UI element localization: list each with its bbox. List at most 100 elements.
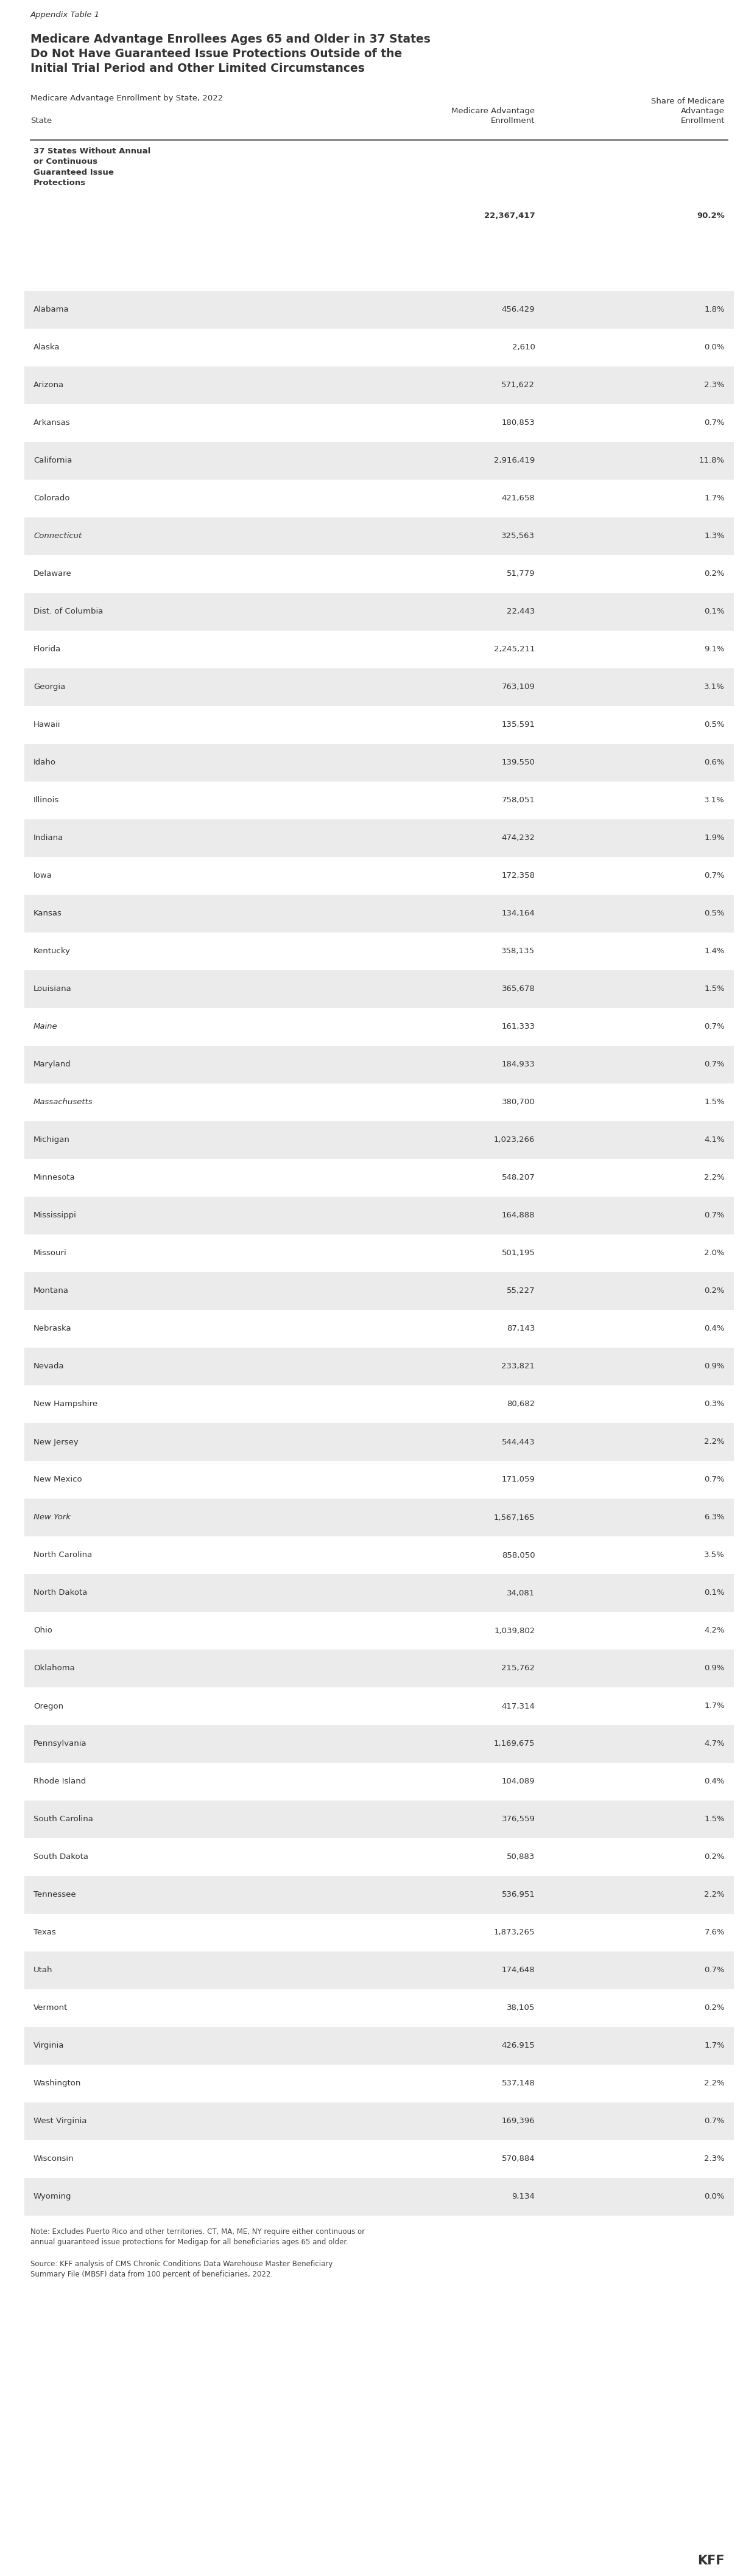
Text: 0.4%: 0.4% (704, 1777, 724, 1785)
Bar (25, 858, 734, 894)
Text: 0.2%: 0.2% (704, 569, 724, 577)
Bar (25, 1687, 734, 1726)
Text: 164,888: 164,888 (502, 1211, 535, 1218)
Text: Medicare Advantage
Enrollment: Medicare Advantage Enrollment (452, 108, 535, 124)
Text: California: California (33, 456, 72, 464)
Bar (25, 2066, 734, 2102)
Text: 0.1%: 0.1% (704, 608, 724, 616)
Text: 0.5%: 0.5% (704, 721, 724, 729)
Text: 501,195: 501,195 (502, 1249, 535, 1257)
Text: 1,023,266: 1,023,266 (494, 1136, 535, 1144)
Text: Ohio: Ohio (33, 1625, 52, 1636)
Text: 2.2%: 2.2% (704, 1437, 724, 1445)
Text: Louisiana: Louisiana (33, 984, 72, 994)
Text: 570,884: 570,884 (502, 2156, 535, 2164)
Text: Georgia: Georgia (33, 683, 65, 690)
Text: South Carolina: South Carolina (33, 1816, 93, 1824)
Text: 548,207: 548,207 (502, 1175, 535, 1182)
Text: 426,915: 426,915 (502, 2043, 535, 2050)
Text: 169,396: 169,396 (502, 2117, 535, 2125)
Bar (25, 819, 734, 858)
Text: 0.7%: 0.7% (704, 1061, 724, 1069)
Bar (25, 1649, 734, 1687)
Text: 1,567,165: 1,567,165 (494, 1515, 535, 1522)
Text: Illinois: Illinois (33, 796, 59, 804)
Text: 365,678: 365,678 (502, 984, 535, 994)
Text: 474,232: 474,232 (502, 835, 535, 842)
Bar (25, 366, 734, 404)
Text: 104,089: 104,089 (502, 1777, 535, 1785)
Text: 233,821: 233,821 (502, 1363, 535, 1370)
Bar (25, 706, 734, 744)
Text: 90.2%: 90.2% (697, 211, 724, 219)
Text: 417,314: 417,314 (502, 1703, 535, 1710)
Text: 0.3%: 0.3% (704, 1401, 724, 1409)
Text: 858,050: 858,050 (502, 1551, 535, 1558)
Text: Arizona: Arizona (33, 381, 64, 389)
Text: 758,051: 758,051 (502, 796, 535, 804)
Text: New Jersey: New Jersey (33, 1437, 79, 1445)
Text: 0.2%: 0.2% (704, 1288, 724, 1296)
Bar (25, 291, 734, 330)
Text: Iowa: Iowa (33, 871, 52, 881)
Text: 358,135: 358,135 (502, 948, 535, 956)
Text: 174,648: 174,648 (502, 1965, 535, 1973)
Text: 571,622: 571,622 (502, 381, 535, 389)
Text: Medicare Advantage Enrollment by State, 2022: Medicare Advantage Enrollment by State, … (30, 95, 223, 103)
Bar (25, 1347, 734, 1386)
Text: New Hampshire: New Hampshire (33, 1401, 97, 1409)
Text: Massachusetts: Massachusetts (33, 1097, 93, 1105)
Bar (25, 404, 734, 443)
Bar (25, 971, 734, 1007)
Text: Maine: Maine (33, 1023, 58, 1030)
Text: Maryland: Maryland (33, 1061, 71, 1069)
Text: North Dakota: North Dakota (33, 1589, 88, 1597)
Bar (25, 518, 734, 556)
Text: 2.2%: 2.2% (704, 1175, 724, 1182)
Text: 1.5%: 1.5% (704, 1097, 724, 1105)
Text: 135,591: 135,591 (502, 721, 535, 729)
Text: 1.4%: 1.4% (704, 948, 724, 956)
Text: North Carolina: North Carolina (33, 1551, 92, 1558)
Text: Florida: Florida (33, 647, 61, 654)
Text: Oklahoma: Oklahoma (33, 1664, 75, 1672)
Text: Washington: Washington (33, 2079, 81, 2087)
Text: Alaska: Alaska (33, 343, 60, 350)
Text: 215,762: 215,762 (502, 1664, 535, 1672)
Text: 0.9%: 0.9% (704, 1664, 724, 1672)
Bar (25, 2027, 734, 2066)
Bar (25, 1198, 734, 1234)
Text: 325,563: 325,563 (502, 533, 535, 541)
Text: Mississippi: Mississippi (33, 1211, 77, 1218)
Text: 1.7%: 1.7% (704, 2043, 724, 2050)
Bar (25, 1046, 734, 1084)
Text: 0.7%: 0.7% (704, 871, 724, 881)
Text: 161,333: 161,333 (502, 1023, 535, 1030)
Bar (25, 1574, 734, 1613)
Bar (25, 2102, 734, 2141)
Text: 2.2%: 2.2% (704, 1891, 724, 1899)
Text: 2,245,211: 2,245,211 (494, 647, 535, 654)
Text: 0.0%: 0.0% (704, 343, 724, 350)
Text: 4.7%: 4.7% (704, 1739, 724, 1749)
Text: 0.2%: 0.2% (704, 1852, 724, 1860)
Text: Hawaii: Hawaii (33, 721, 61, 729)
Text: Idaho: Idaho (33, 760, 56, 768)
Text: 3.5%: 3.5% (704, 1551, 724, 1558)
Text: West Virginia: West Virginia (33, 2117, 87, 2125)
Bar (25, 479, 734, 518)
Text: Nevada: Nevada (33, 1363, 65, 1370)
Text: State: State (30, 116, 52, 124)
Text: 0.6%: 0.6% (704, 760, 724, 768)
Text: Colorado: Colorado (33, 495, 70, 502)
Bar (25, 1535, 734, 1574)
Text: 50,883: 50,883 (507, 1852, 535, 1860)
Text: 171,059: 171,059 (502, 1476, 535, 1484)
Text: 7.6%: 7.6% (704, 1929, 724, 1937)
Text: 0.7%: 0.7% (704, 1211, 724, 1218)
Text: Kansas: Kansas (33, 909, 62, 917)
Text: 2.3%: 2.3% (704, 381, 724, 389)
Bar (25, 1499, 734, 1535)
Text: 0.7%: 0.7% (704, 420, 724, 428)
Bar (25, 1613, 734, 1649)
